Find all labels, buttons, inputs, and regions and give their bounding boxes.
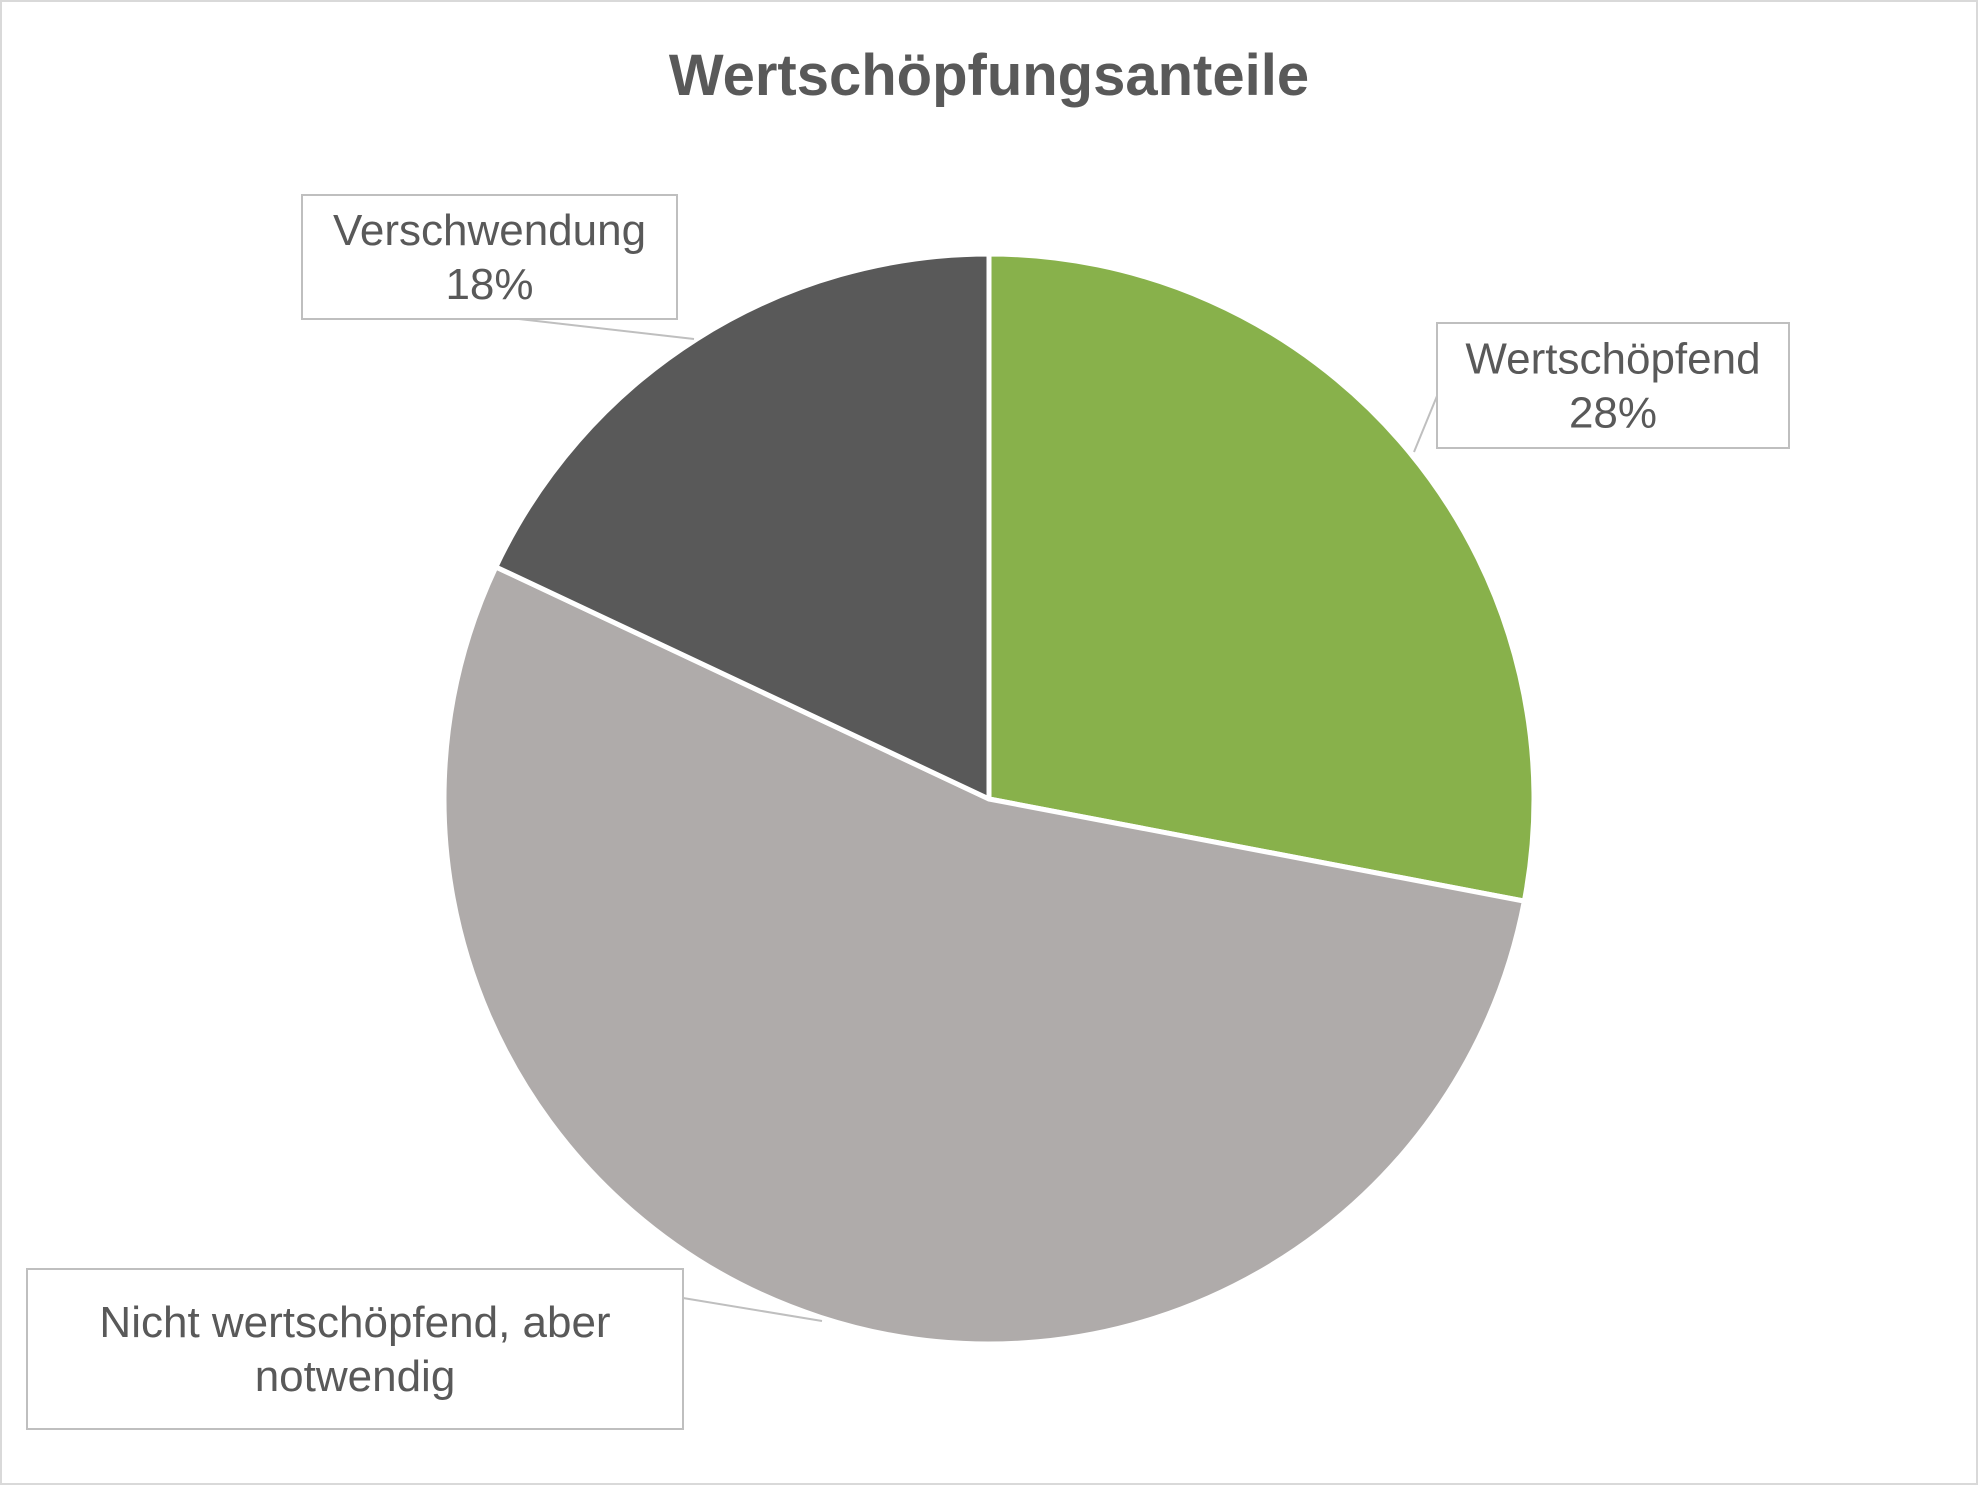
label-leader-lines (518, 318, 1438, 1322)
data-label-line: Wertschöpfend (1465, 335, 1760, 384)
leader-line-verschwendung (518, 318, 695, 340)
data-label-line: Verschwendung (333, 206, 646, 255)
chart-title: Wertschöpfungsanteile (669, 43, 1309, 108)
data-label-box (1436, 322, 1790, 449)
leader-line-wertsch-pfend (1413, 395, 1438, 453)
pie-slice-verschwendung (493, 251, 992, 802)
data-label-nicht-wertsch-pfend-aber-notwendig: Nicht wertschöpfend, aber notwendig (26, 1268, 684, 1430)
pie-slice-nicht-wertsch-pfend-aber-notwendig (441, 564, 1527, 1347)
data-labels: Wertschöpfend 28% Nicht wertschöpfend, abe… (26, 194, 1790, 1430)
data-label-verschwendung: Verschwendung 18% (301, 194, 678, 320)
data-label-line: notwendig (255, 1352, 456, 1401)
data-label-line: 28% (1569, 389, 1657, 438)
data-label-line: Nicht wertschöpfend, aber (99, 1298, 610, 1347)
data-label-line: 18% (445, 260, 533, 309)
pie-slices (441, 251, 1537, 1347)
data-label-box (301, 194, 678, 320)
data-label-box (26, 1268, 684, 1430)
leader-line-nicht-wertsch-pfend-aber-notwendig (682, 1297, 823, 1322)
pie-slice-wertsch-pfend (986, 251, 1537, 904)
data-label-wertsch-pfend: Wertschöpfend 28% (1436, 322, 1790, 449)
